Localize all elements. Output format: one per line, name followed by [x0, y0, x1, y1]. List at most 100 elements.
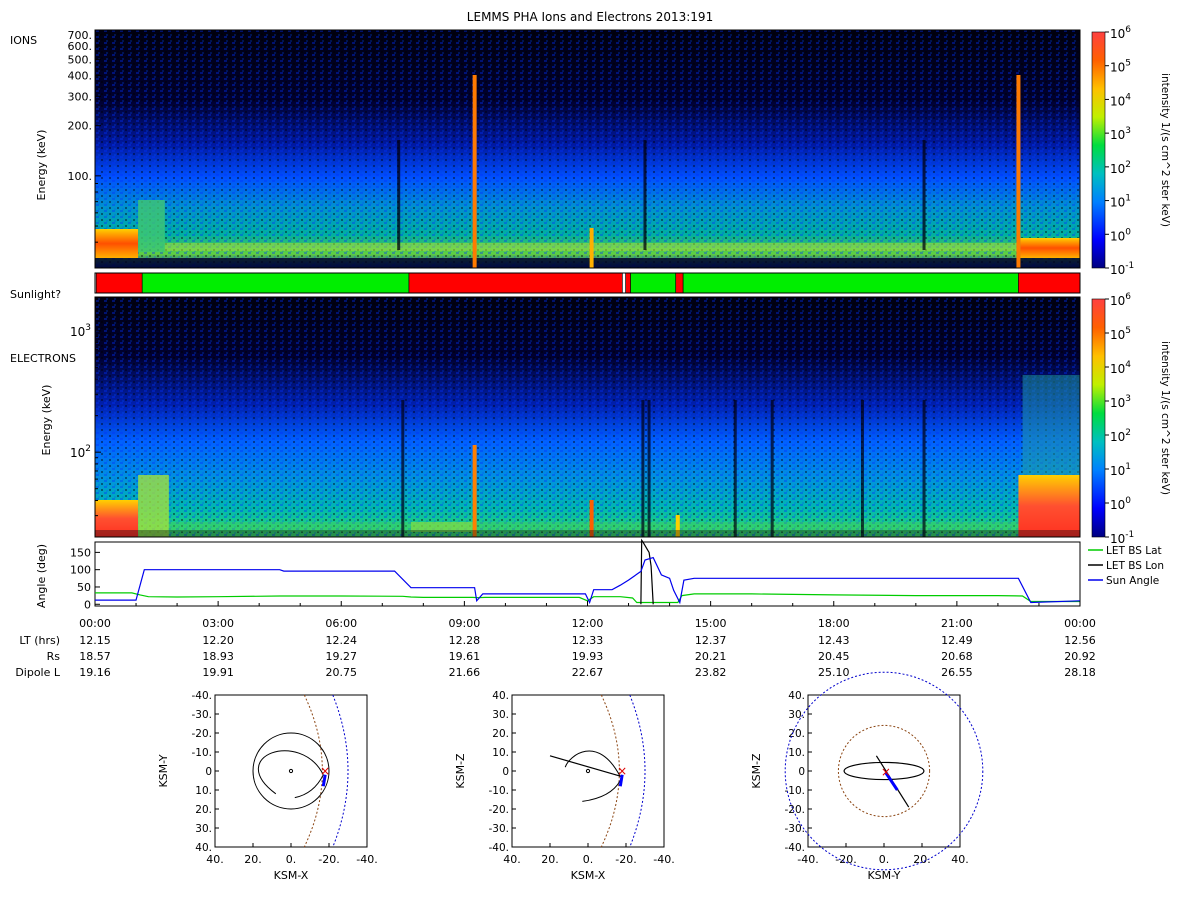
ions-small-spike: [589, 228, 594, 268]
orbit-ytick-label: 0: [205, 766, 212, 778]
time-axis: 00:00 03:00 06:00 09:00 12:00 15:00 18:00 21:00…: [15, 601, 1096, 679]
ephemeris-value: 25.10: [818, 666, 850, 679]
electrons-hot-block-end: [1018, 475, 1080, 537]
bowshock-circle: [784, 671, 984, 871]
electrons-colorbar-tick-label: 105: [1110, 326, 1131, 342]
ions-ytick-label: 300.: [68, 90, 93, 103]
ions-spectrogram: [94, 29, 1081, 269]
angle-ytick-label: 50: [77, 581, 91, 594]
orbit-xtick-label: -40.: [356, 853, 377, 866]
electrons-bottom-strip: [95, 530, 1080, 537]
electrons-speckle: [95, 297, 1080, 537]
sunlight-segment-dark: [408, 272, 623, 294]
orbit-xtick-label: -20.: [835, 853, 856, 866]
electrons-colorbar-tick-label: 101: [1110, 462, 1131, 478]
orbit-ytick-label: 0: [798, 766, 805, 778]
electrons-low-band: [168, 522, 1019, 532]
orbit-ytick-label: 20.: [492, 728, 509, 740]
orbit-xtick-label: 40.: [503, 853, 521, 866]
electrons-dark-streak: [770, 400, 774, 537]
sunlight-frame: [94, 272, 1081, 294]
ephemeris-value: 21.66: [449, 666, 481, 679]
orbit-ytick-label: -30.: [785, 823, 806, 835]
ions-dark-streak: [922, 140, 926, 250]
orbit-xtick-label: 0.: [583, 853, 594, 866]
sunlight-segment-sun: [682, 272, 1019, 294]
ions-colorbar: 106 105 104 103 102 101 100 10-1 intensity 1/(s…: [1091, 25, 1171, 277]
electrons-dark-streak: [733, 400, 737, 537]
ions-colorbar-tick-label: 102: [1110, 160, 1131, 176]
orbit-circle: [252, 732, 330, 810]
time-tick-label: 06:00: [325, 617, 357, 630]
ephemeris-value: 19.16: [79, 666, 111, 679]
orbit-yz: -40. -20. 0. 20. 40.40.30.20.10.0-10.-20.-30…: [750, 671, 984, 882]
orbit-xtick-label: -20.: [615, 853, 636, 866]
orbit-ylabel: KSM-Z: [454, 753, 467, 789]
ions-ytick-label: 700.: [68, 29, 93, 42]
time-tick-label: 21:00: [941, 617, 973, 630]
ions-colorbar-gradient: [1091, 31, 1106, 269]
orbit-xtick-label: -40.: [653, 853, 674, 866]
orbit-ytick-label: 20.: [788, 728, 805, 740]
figure-title: LEMMS PHA Ions and Electrons 2013:191: [467, 10, 713, 24]
ephemeris-value: 23.82: [695, 666, 727, 679]
time-tick-label: 09:00: [449, 617, 481, 630]
electrons-dark-streak: [922, 400, 926, 537]
ephemeris-value: 12.28: [449, 634, 481, 647]
orbit-xtick-label: 20.: [541, 853, 559, 866]
orbit-ytick-label: 10.: [788, 747, 805, 759]
orbit-xtick-label: -40.: [797, 853, 818, 866]
orbit-track: [258, 750, 324, 795]
ions-ytick-label: 500.: [68, 53, 93, 66]
electrons-label: ELECTRONS: [10, 352, 76, 365]
electrons-colorbar-tick-label: 102: [1110, 428, 1131, 444]
sunlight-segment-dark: [95, 272, 143, 294]
ions-spike: [1016, 75, 1021, 268]
ions-dark-streak: [643, 140, 647, 250]
orbit-frame: [807, 694, 961, 848]
sunlight-segment-dark: [1018, 272, 1081, 294]
ions-hot-block-end: [1020, 238, 1080, 258]
ions-speckle: [95, 30, 1080, 268]
ions-ytick-label: 200.: [68, 120, 93, 133]
ions-ytick-label: 400.: [68, 70, 93, 83]
ephemeris-value: 12.56: [1064, 634, 1096, 647]
magnetopause-circle: [837, 724, 931, 818]
angle-series-0: [95, 592, 1080, 604]
ephemeris-value: 12.20: [202, 634, 234, 647]
ephemeris-row-label: Rs: [47, 650, 61, 663]
spacecraft-start-marker: ×: [617, 764, 627, 778]
electrons-end-cyan: [1022, 375, 1080, 475]
sunlight-segment-dark: [625, 272, 631, 294]
orbit-ylabel: KSM-Z: [750, 753, 763, 789]
ions-ytick-label: 600.: [68, 40, 93, 53]
ions-colorbar-tick-label: 106: [1110, 25, 1131, 41]
orbit-ytick-label: -40.: [192, 690, 213, 702]
ephemeris-value: 19.93: [572, 650, 604, 663]
saturn-marker: [585, 768, 591, 774]
electrons-colorbar-tick-label: 10-1: [1110, 530, 1134, 546]
ephemeris-value: 20.92: [1064, 650, 1096, 663]
spacecraft-day-track: [321, 774, 327, 787]
orbit-xtick-label: 0.: [286, 853, 297, 866]
orbit-xy: 40. 20. 0. -20. -40. -40. -30. -20. -10. 0 10. 20. 3…: [157, 690, 378, 882]
ephemeris-value: 18.57: [79, 650, 111, 663]
orbit-xtick-label: 40.: [951, 853, 969, 866]
orbit-xtick-label: 20.: [244, 853, 262, 866]
orbit-frame: [511, 694, 665, 848]
sunlight-segment-sun: [141, 272, 410, 294]
saturn-marker: [288, 768, 294, 774]
ions-hot-block-start: [95, 229, 139, 258]
angle-ytick-label: 150: [70, 546, 91, 559]
ions-colorbar-label: intensity 1/(s cm^2 ster keV): [1159, 73, 1171, 227]
orbit-ytick-label: -10.: [489, 785, 510, 797]
spacecraft-start-marker: ×: [320, 764, 330, 778]
ions-colorbar-tick-label: 10-1: [1110, 261, 1134, 277]
orbit-track: [582, 780, 621, 802]
sunlight-label: Sunlight?: [10, 288, 61, 301]
ions-bottom-strip: [95, 258, 1080, 268]
orbit-xtick-label: 20.: [913, 853, 931, 866]
sunlight-segment-unknown: [622, 272, 626, 294]
angle-series-2: [95, 556, 1081, 605]
orbit-ytick-label: 40.: [788, 690, 805, 702]
